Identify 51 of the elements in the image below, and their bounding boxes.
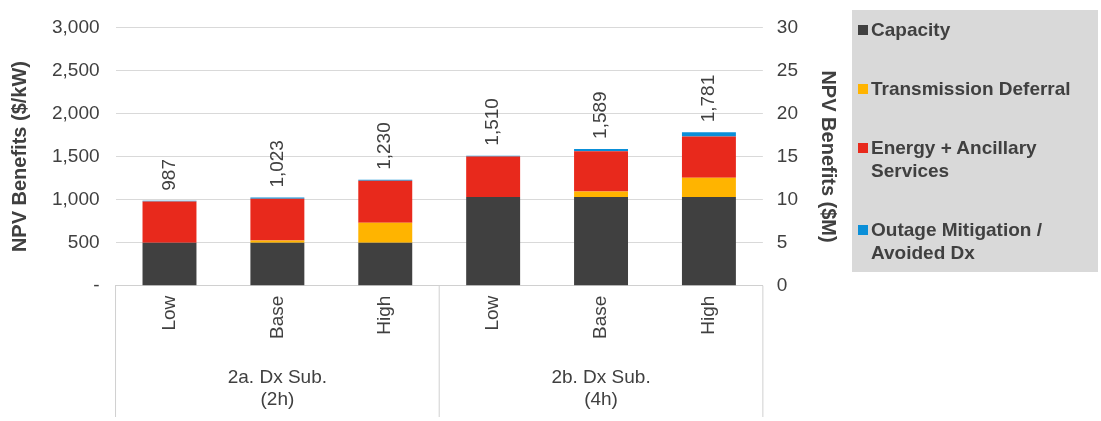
bar bbox=[250, 240, 305, 243]
y2-axis-title: NPV Benefits ($M) bbox=[818, 70, 841, 243]
bar bbox=[574, 191, 629, 198]
text: 2b. Dx Sub. (4h) bbox=[551, 365, 651, 409]
y2-tick-label: 10 bbox=[776, 187, 799, 209]
bar bbox=[358, 222, 413, 243]
y2-tick-label: 25 bbox=[776, 58, 799, 80]
bar bbox=[574, 151, 629, 192]
x-tick-label: Base bbox=[265, 295, 287, 340]
y2-tick-label: 30 bbox=[776, 15, 799, 37]
total-label: 1,023 bbox=[265, 140, 287, 188]
y-tick-label: - bbox=[93, 273, 100, 295]
bar bbox=[250, 198, 305, 241]
bar bbox=[250, 242, 305, 286]
x-tick-label: High bbox=[373, 295, 395, 335]
bar bbox=[681, 177, 736, 198]
x-tick-label: Low bbox=[157, 295, 179, 331]
legend-label: Outage Mitigation / Avoided Dx bbox=[871, 218, 1043, 264]
bar bbox=[681, 132, 736, 137]
y-tick-label: 1,000 bbox=[52, 187, 100, 209]
bar bbox=[358, 180, 413, 223]
bar bbox=[574, 197, 629, 286]
y2-tick-label: 15 bbox=[776, 144, 799, 166]
y2-tick-label: 5 bbox=[776, 230, 788, 252]
total-label: 987 bbox=[157, 159, 179, 191]
bar bbox=[142, 242, 197, 286]
x-tick-label: High bbox=[697, 295, 719, 335]
bar bbox=[358, 242, 413, 286]
total-label: 1,781 bbox=[697, 74, 719, 123]
y2-tick-label: 20 bbox=[776, 101, 799, 123]
text: 2a. Dx Sub. (2h) bbox=[227, 365, 328, 409]
legend-label: Capacity bbox=[871, 18, 951, 41]
y2-tick-label: 0 bbox=[776, 273, 788, 295]
y-tick-label: 3,000 bbox=[52, 15, 100, 37]
bar bbox=[466, 197, 521, 286]
bar bbox=[142, 201, 197, 243]
x-tick-label: Low bbox=[481, 295, 503, 331]
total-label: 1,230 bbox=[373, 122, 395, 170]
y-tick-label: 500 bbox=[67, 230, 100, 252]
total-label: 1,510 bbox=[481, 98, 503, 146]
total-label: 1,589 bbox=[589, 91, 611, 139]
y-tick-label: 2,500 bbox=[52, 58, 100, 80]
x-tick-label: Base bbox=[589, 295, 611, 340]
bar bbox=[466, 156, 521, 198]
y-axis-title: NPV Benefits ($/kW) bbox=[7, 60, 30, 253]
bar bbox=[681, 136, 736, 178]
legend-label: Transmission Deferral bbox=[871, 77, 1071, 100]
bar bbox=[681, 197, 736, 286]
y-tick-label: 2,000 bbox=[52, 101, 100, 123]
legend-label: Energy + Ancillary Services bbox=[871, 136, 1038, 182]
y-tick-label: 1,500 bbox=[52, 144, 100, 166]
